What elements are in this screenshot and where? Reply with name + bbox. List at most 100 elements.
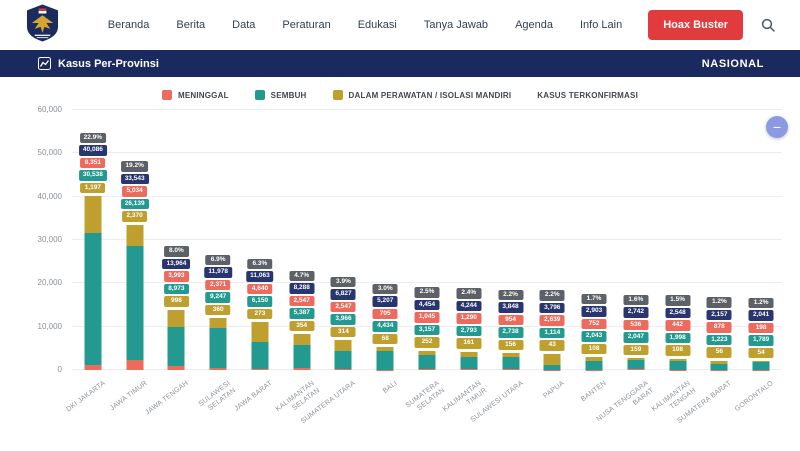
label-percent: 3.9% [330, 276, 356, 288]
bar-segment-sembuh[interactable] [418, 355, 436, 369]
bar-segment-perawatan[interactable] [752, 361, 770, 363]
label-meninggal: 108 [665, 345, 691, 356]
province-bar[interactable] [376, 347, 394, 370]
bar-segment-meninggal[interactable] [126, 359, 144, 370]
site-logo[interactable] [26, 3, 59, 48]
bar-segment-sembuh[interactable] [167, 326, 185, 366]
bar-segment-meninggal[interactable] [418, 368, 436, 370]
plot-area: 22.9% 40,086 8,351 30,538 1,197 DKI JAKARTA 19… [65, 109, 782, 425]
bar-segment-meninggal[interactable] [84, 364, 102, 370]
province-bar[interactable] [502, 353, 520, 370]
nav-item-beranda[interactable]: Beranda [107, 19, 150, 31]
bar-segment-sembuh[interactable] [710, 364, 728, 370]
bar-segment-perawatan[interactable] [209, 318, 227, 329]
bar-segment-meninggal[interactable] [251, 368, 269, 370]
bar-segment-meninggal[interactable] [502, 369, 520, 370]
label-perawatan: 705 [372, 308, 398, 320]
label-perawatan: 1,045 [414, 312, 440, 323]
label-percent: 3.0% [372, 283, 398, 295]
bar-segment-perawatan[interactable] [84, 196, 102, 233]
bar-segment-perawatan[interactable] [585, 357, 603, 361]
nav-item-peraturan[interactable]: Peraturan [282, 19, 331, 31]
bar-segment-sembuh[interactable] [627, 360, 645, 370]
label-percent: 2.4% [456, 288, 482, 299]
bar-segment-perawatan[interactable] [418, 350, 436, 356]
label-meninggal: 43 [539, 340, 565, 351]
bar-segment-sembuh[interactable] [209, 328, 227, 369]
bar-segment-meninggal[interactable] [293, 368, 311, 370]
province-bar[interactable] [710, 360, 728, 370]
province-bar[interactable] [752, 361, 770, 370]
nav-item-berita[interactable]: Berita [176, 19, 206, 31]
label-total: 13,964 [162, 258, 191, 269]
province-bar[interactable] [209, 318, 227, 370]
y-axis-tick: 30,000 [37, 235, 62, 244]
nasional-toggle[interactable]: NASIONAL [701, 57, 764, 70]
province-bar[interactable] [543, 353, 561, 370]
province-bar[interactable] [334, 340, 352, 370]
province-bar[interactable] [418, 350, 436, 370]
label-sembuh: 3,157 [414, 324, 440, 336]
province-bar[interactable] [251, 322, 269, 370]
bar-segment-sembuh[interactable] [251, 342, 269, 369]
label-perawatan: 2,547 [289, 295, 315, 307]
province-bar[interactable] [293, 334, 311, 370]
bar-segment-sembuh[interactable] [502, 357, 520, 370]
province-bar[interactable] [585, 357, 603, 370]
bar-segment-sembuh[interactable] [84, 232, 102, 365]
bar-segment-meninggal[interactable] [334, 368, 352, 370]
nav-item-data[interactable]: Data [232, 19, 256, 31]
bar-segment-perawatan[interactable] [460, 351, 478, 358]
bar-segment-sembuh[interactable] [126, 246, 144, 360]
province-bar[interactable] [460, 351, 478, 370]
bar-segment-meninggal[interactable] [167, 365, 185, 370]
province-bar[interactable] [126, 224, 144, 370]
label-perawatan: 3,993 [163, 271, 189, 282]
province-bar[interactable] [84, 196, 102, 370]
bar-segment-perawatan[interactable] [669, 358, 687, 361]
bar-segment-perawatan[interactable] [502, 353, 520, 358]
bar-column: 6.3% 11,063 4,640 6,150 273 JAWA BARAT [233, 110, 281, 413]
bar-segment-perawatan[interactable] [376, 347, 394, 351]
bar-segment-meninggal[interactable] [627, 369, 645, 370]
label-total: 4,244 [456, 300, 482, 312]
bar-segment-perawatan[interactable] [710, 360, 728, 365]
bar-segment-sembuh[interactable] [585, 360, 603, 370]
nav-item-tanya-jawab[interactable]: Tanya Jawab [423, 19, 489, 31]
collapse-chart-button[interactable]: − [766, 116, 788, 138]
bar-column: 2.2% 3,796 2,639 1,114 43 PAPUA [531, 110, 573, 400]
label-sembuh: 1,998 [665, 332, 691, 344]
bar-segment-sembuh[interactable] [376, 350, 394, 370]
province-bar[interactable] [167, 309, 185, 370]
bar-segment-perawatan[interactable] [293, 334, 311, 346]
label-total: 11,978 [204, 267, 232, 278]
nav-item-edukasi[interactable]: Edukasi [357, 19, 397, 31]
hoax-buster-button[interactable]: Hoax Buster [648, 10, 743, 40]
legend-label: KASUS TERKONFIRMASI [537, 90, 638, 100]
bar-segment-meninggal[interactable] [209, 368, 227, 370]
bar-segment-perawatan[interactable] [334, 340, 352, 352]
bar-segment-sembuh[interactable] [543, 365, 561, 370]
search-button[interactable] [761, 18, 776, 33]
bar-segment-perawatan[interactable] [167, 309, 185, 327]
gridline [72, 282, 782, 284]
bar-labels: 6.3% 11,063 4,640 6,150 273 [246, 258, 274, 320]
bar-segment-perawatan[interactable] [126, 224, 144, 247]
bar-segment-sembuh[interactable] [752, 362, 770, 370]
bar-segment-meninggal[interactable] [460, 369, 478, 370]
province-bar[interactable] [627, 358, 645, 370]
bar-segment-perawatan[interactable] [251, 322, 269, 343]
nav-item-info-lain[interactable]: Info Lain [580, 19, 623, 31]
bar-segment-sembuh[interactable] [334, 351, 352, 369]
gridline [72, 195, 782, 197]
province-bar[interactable] [669, 358, 687, 370]
bar-segment-sembuh[interactable] [669, 360, 687, 370]
label-sembuh: 2,738 [498, 327, 524, 338]
nav-item-agenda[interactable]: Agenda [515, 19, 553, 31]
bar-segment-sembuh[interactable] [293, 345, 311, 369]
bar-segment-perawatan[interactable] [627, 358, 645, 361]
label-meninggal: 159 [623, 344, 649, 356]
bar-segment-sembuh[interactable] [460, 357, 478, 370]
bar-segment-perawatan[interactable] [543, 353, 561, 366]
label-sembuh: 30,538 [78, 170, 107, 181]
